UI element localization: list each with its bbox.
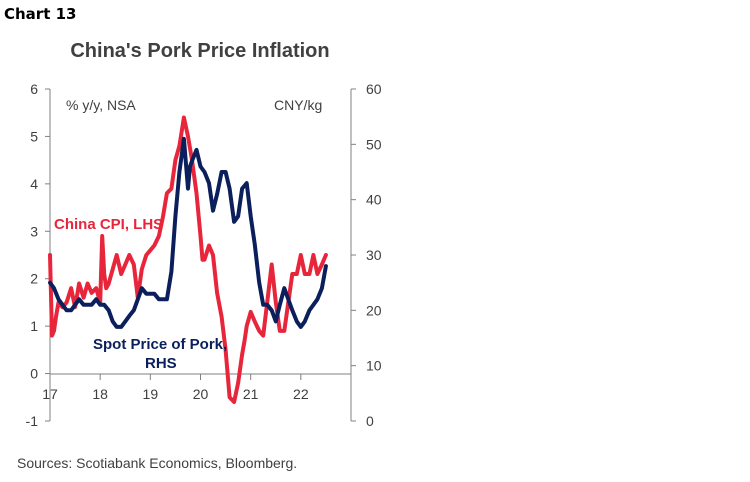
left-tick-label: -1 xyxy=(26,413,39,429)
left-tick-label: 5 xyxy=(30,128,38,144)
x-tick-label: 17 xyxy=(42,386,58,402)
left-tick-label: 4 xyxy=(30,176,38,192)
right-tick-label: 20 xyxy=(366,302,382,318)
cpi-series-line xyxy=(48,115,328,404)
pork-series-line xyxy=(48,136,328,329)
x-axis-ticks: 17 18 19 20 21 22 xyxy=(42,374,309,402)
x-tick-label: 18 xyxy=(92,386,108,402)
chart-title: China's Pork Price Inflation xyxy=(70,40,330,62)
cpi-series-label: China CPI, LHS xyxy=(54,216,163,233)
left-axis-unit-label: % y/y, NSA xyxy=(66,97,136,113)
left-tick-label: 3 xyxy=(30,223,38,239)
pork-series-label-line2: RHS xyxy=(145,355,177,372)
x-tick-label: 22 xyxy=(293,386,309,402)
left-tick-label: 0 xyxy=(30,366,38,382)
left-axis-ticks: -1 0 1 2 3 4 5 6 xyxy=(26,81,50,429)
right-tick-label: 10 xyxy=(366,358,382,374)
right-tick-label: 50 xyxy=(366,136,382,152)
x-tick-label: 20 xyxy=(193,386,209,402)
source-note: Sources: Scotiabank Economics, Bloomberg… xyxy=(17,455,298,471)
right-axis-unit-label: CNY/kg xyxy=(274,97,322,113)
x-tick-label: 19 xyxy=(143,386,159,402)
right-axis-ticks: 0 10 20 30 40 50 60 xyxy=(351,81,382,429)
left-tick-label: 6 xyxy=(30,81,38,97)
pork-series-label-line1: Spot Price of Pork, xyxy=(93,336,227,353)
series-lines xyxy=(48,115,328,404)
right-tick-label: 60 xyxy=(366,81,382,97)
x-tick-label: 21 xyxy=(243,386,259,402)
chart-number: Chart 13 xyxy=(4,5,77,23)
right-tick-label: 0 xyxy=(366,413,374,429)
left-tick-label: 1 xyxy=(30,318,38,334)
left-tick-label: 2 xyxy=(30,271,38,287)
right-tick-label: 40 xyxy=(366,192,382,208)
right-tick-label: 30 xyxy=(366,247,382,263)
